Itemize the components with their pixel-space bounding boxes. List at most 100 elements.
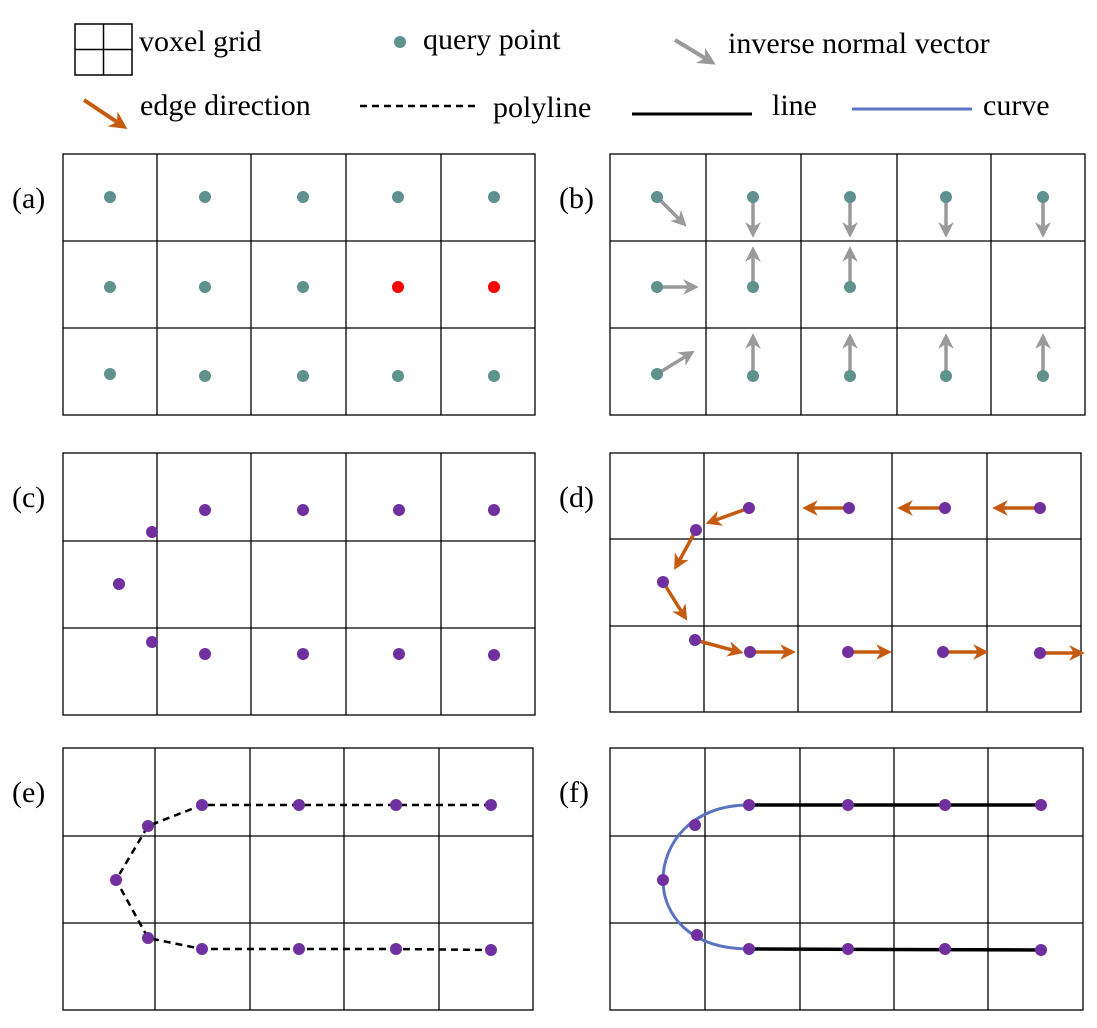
edge-point xyxy=(939,799,951,811)
edge-point xyxy=(744,646,756,658)
edge-point xyxy=(393,648,405,660)
query-point xyxy=(747,191,759,203)
edge-point xyxy=(146,526,158,538)
query-point xyxy=(747,281,759,293)
edge-point xyxy=(142,820,154,832)
line xyxy=(748,947,1042,952)
query-point xyxy=(488,370,500,382)
edge-point xyxy=(142,932,154,944)
panel-d: (d) xyxy=(559,452,1085,713)
panel-label: (a) xyxy=(12,182,45,215)
edge-point xyxy=(297,648,309,660)
query-point xyxy=(104,368,116,380)
legend-edge-direction-label: edge direction xyxy=(140,89,311,122)
panel-a: (a) xyxy=(12,153,536,416)
query-point xyxy=(297,281,309,293)
edge-point xyxy=(689,819,701,831)
query-point xyxy=(392,370,404,382)
query-point xyxy=(940,191,952,203)
edge-point xyxy=(297,504,309,516)
edge-point xyxy=(390,943,402,955)
grid-border xyxy=(609,153,1086,416)
edge-point xyxy=(939,502,951,514)
edge-point xyxy=(196,799,208,811)
edge-point xyxy=(843,502,855,514)
edge-point xyxy=(488,649,500,661)
grid-border xyxy=(62,452,536,716)
edge-point xyxy=(1035,944,1047,956)
legend-inverse-normal-icon xyxy=(673,38,716,65)
query-point xyxy=(844,191,856,203)
highlight-point xyxy=(392,281,404,293)
edge-point xyxy=(939,943,951,955)
query-point xyxy=(104,191,116,203)
edge-point xyxy=(293,799,305,811)
edge-point xyxy=(937,646,949,658)
edge-point xyxy=(393,504,405,516)
polyline xyxy=(114,803,492,952)
legend-inverse-normal-label: inverse normal vector xyxy=(728,27,990,60)
panel-label: (e) xyxy=(12,776,45,809)
query-point xyxy=(392,191,404,203)
query-point xyxy=(844,370,856,382)
grid-border xyxy=(62,747,534,1011)
panel-f: (f) xyxy=(559,747,1084,1011)
edge-point xyxy=(485,799,497,811)
edge-point xyxy=(1034,502,1046,514)
edge-point xyxy=(199,504,211,516)
query-point xyxy=(199,191,211,203)
edge-direction-arrow xyxy=(674,529,698,570)
edge-point xyxy=(743,799,755,811)
query-point xyxy=(1037,191,1049,203)
panel-c: (c) xyxy=(12,452,536,716)
edge-point xyxy=(842,646,854,658)
voxel-grid xyxy=(609,747,1084,1011)
edge-point xyxy=(146,636,158,648)
edge-point xyxy=(657,874,669,886)
query-point xyxy=(1037,370,1049,382)
panel-label: (b) xyxy=(559,182,594,215)
query-point xyxy=(199,281,211,293)
voxel-grid xyxy=(62,452,536,716)
query-point xyxy=(297,370,309,382)
query-point xyxy=(104,281,116,293)
legend: voxel grid query point inverse normal ve… xyxy=(74,23,1050,129)
panel-label: (d) xyxy=(559,481,594,514)
edge-point xyxy=(1034,647,1046,659)
edge-point xyxy=(842,799,854,811)
legend-line-label: line xyxy=(772,89,817,122)
edge-direction-arrow xyxy=(705,506,750,526)
edge-point xyxy=(293,943,305,955)
legend-polyline-label: polyline xyxy=(493,91,591,124)
edge-point xyxy=(199,648,211,660)
edge-direction-arrow xyxy=(694,638,744,657)
legend-edge-direction-icon xyxy=(82,98,128,129)
voxel-grid xyxy=(62,153,536,416)
edge-point xyxy=(743,943,755,955)
edge-point xyxy=(390,799,402,811)
edge-point xyxy=(485,944,497,956)
edge-point xyxy=(110,874,122,886)
panel-label: (f) xyxy=(559,776,589,809)
curve xyxy=(661,803,750,951)
query-point xyxy=(297,191,309,203)
edge-direction-arrow xyxy=(661,581,688,621)
legend-voxel-grid-label: voxel grid xyxy=(139,25,261,58)
edge-point xyxy=(657,576,669,588)
voxel-grid xyxy=(609,452,1082,713)
query-point xyxy=(651,191,663,203)
edge-point xyxy=(488,504,500,516)
edge-point xyxy=(690,524,702,536)
edge-point xyxy=(743,502,755,514)
query-point xyxy=(651,368,663,380)
query-point xyxy=(199,370,211,382)
edge-point xyxy=(1035,799,1047,811)
query-point xyxy=(940,370,952,382)
panel-e: (e) xyxy=(12,747,534,1011)
legend-query-point-icon xyxy=(394,36,406,48)
voxel-grid xyxy=(609,153,1086,416)
edge-point xyxy=(689,634,701,646)
panel-b: (b) xyxy=(559,153,1086,416)
legend-voxel-grid-icon xyxy=(74,23,133,76)
